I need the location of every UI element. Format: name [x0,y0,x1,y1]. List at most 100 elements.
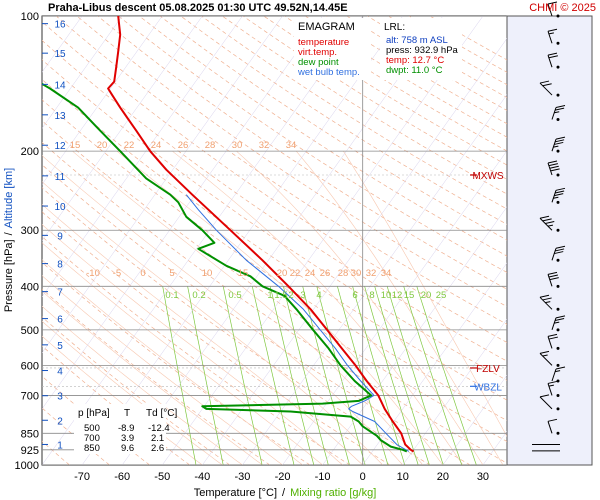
dry-adiabat-line [42,40,507,362]
isotherm-line [362,262,507,465]
wind-barb-station [556,93,560,97]
dry-adiabat-line [42,21,507,343]
dry-adiabat-label: 26 [178,140,189,151]
wind-barb-flag [554,193,564,197]
isotherm-line [442,374,507,465]
wind-barb-staff [539,296,553,310]
mixing-ratio-label: 0.2 [192,290,205,301]
temperature-line [107,16,415,453]
dry-adiabat-line [159,16,507,241]
pressure-tick-label: 850 [21,428,39,440]
wind-barb-flag [555,187,566,191]
wind-barb-flag [547,418,558,422]
wind-barb [551,366,566,383]
altitude-tick-label: 9 [57,231,63,242]
wind-barb-flag [547,28,558,32]
altitude-tick-label: 1 [57,440,63,451]
dry-adiabat-line [42,288,271,465]
altitude-tick-label: 16 [54,20,66,31]
wind-barb [539,80,560,97]
isotherm-line [162,16,484,465]
mixing-ratio-label: 1.5 [274,290,287,301]
wind-barb [547,380,560,397]
dry-adiabat-label: 28 [205,140,216,151]
mixing-ratio-label: 2 [288,290,293,301]
x-tick-label: 0 [360,471,366,483]
altitude-tick-label: 5 [57,341,63,352]
wet-bulb-line [185,194,410,452]
level-label: WBZL [474,382,502,393]
y-axis-label-sep: / [3,231,15,235]
altitude-tick-label: 8 [57,260,63,271]
mixing-ratio-label: 3 [300,290,305,301]
wind-barb-staff [547,31,553,44]
mixing-ratio-label: 1 [267,290,272,301]
pressure-tick-label: 700 [21,390,39,402]
wind-barb-flag [549,277,559,281]
moist-adiabat-label: -10 [86,268,100,279]
wind-barb-staff [547,162,553,176]
altitude-tick-label: 10 [54,202,66,213]
wind-barb-flag [555,190,565,194]
isotherm-line [42,16,243,298]
dry-adiabat-label: 30 [232,140,243,151]
dry-adiabat-label: 34 [286,140,297,151]
wind-barb-station [556,173,560,177]
pressure-tick-label: 925 [21,445,39,457]
wind-barb-half-flag [547,224,554,227]
summary-table-cell: 9.6 [121,443,134,454]
altitude-tick-label: 12 [54,141,66,152]
wind-barb-station [556,379,560,383]
summary-table-cell: 850 [84,443,100,454]
summary-table: p [hPa] T Td [°C] 500 -8.9 -12.4 700 3.9… [74,404,177,454]
wind-barb-flag [555,317,565,321]
pressure-tick-label: 100 [21,11,39,23]
x-tick-label: -20 [275,471,291,483]
altitude-tick-label: 7 [57,288,63,299]
moist-adiabat-label: 24 [305,268,316,279]
wind-barb-staff [547,383,553,396]
wind-barb [539,294,560,311]
isotherm-line [282,150,507,465]
mixing-ratio-label: 8 [369,290,374,301]
dry-adiabat-label: 20 [97,140,108,151]
wind-barb-flag [555,315,566,319]
legend-background [294,18,371,80]
summary-table-cell: -8.9 [118,423,134,434]
isotherm-line [42,16,283,354]
altitude-tick-label: 13 [54,111,66,122]
wind-barb-station [556,258,560,262]
copyright-text: CHMI © 2025 [529,2,596,14]
summary-table-header-td: Td [°C] [146,408,177,419]
legend-box: EMAGRAM temperature virt.temp. dew point… [294,18,371,80]
moist-adiabat-label: 28 [338,268,349,279]
wind-barb [551,104,566,121]
dry-adiabat-label: 24 [151,140,162,151]
summary-table-cell: 2.1 [151,433,164,444]
x-tick-label: 10 [397,471,409,483]
isotherm-line [42,16,203,241]
wind-barb-staff [547,55,553,68]
lrl-alt: alt: 758 m ASL [386,35,448,46]
y-axis-label-primary: Pressure [hPa] [3,239,15,312]
wind-barb-station [556,307,560,311]
mixing-ratio-label: 12 [392,290,403,301]
dry-adiabat-line [42,59,507,381]
isotherm-line [322,206,507,465]
wind-barb-flag [555,136,566,140]
dry-adiabat-line [55,16,507,325]
chart-title-header: Praha-Libus descent 05.08.2025 01:30 UTC… [48,2,348,14]
wind-barb-station [556,363,560,367]
wind-barb-flag [554,251,564,255]
summary-table-background [74,404,166,454]
summary-table-cell: 500 [84,423,100,434]
x-tick-label: -30 [234,471,250,483]
lrl-temp: temp: 12.7 °C [386,55,444,66]
wind-barb-flag [547,1,558,5]
wind-barb-staff [539,396,553,410]
wind-barb-staff [547,421,553,434]
wind-barb-flag [555,104,566,108]
wind-barb-flag [555,245,566,249]
x-tick-label: -60 [114,471,130,483]
wind-barb-flag [555,139,565,143]
